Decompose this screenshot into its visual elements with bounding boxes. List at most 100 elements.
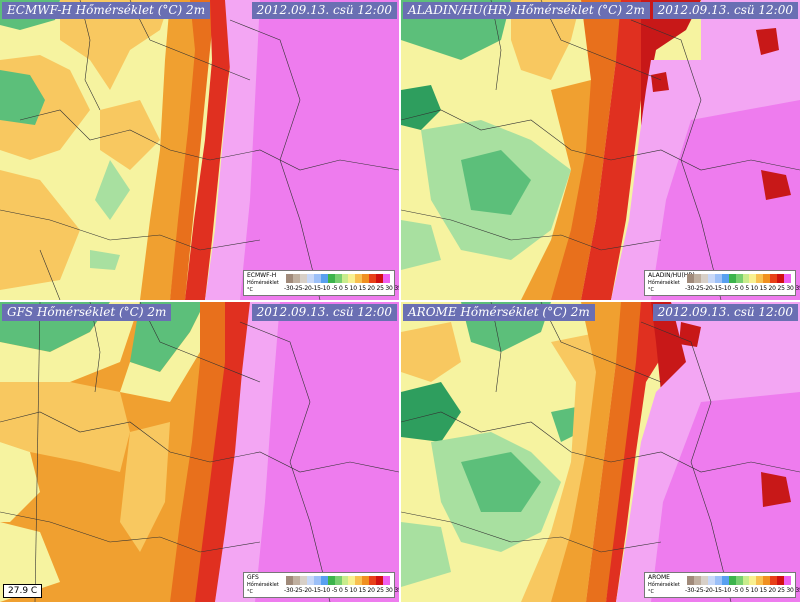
legend-color-swatch [355, 576, 363, 585]
panel-timestamp: 2012.09.13. csü 12:00 [251, 2, 397, 19]
legend-color-swatch [341, 576, 349, 585]
legend-color-swatch [362, 576, 370, 585]
legend-color-swatch [784, 576, 792, 585]
legend-color-swatch [292, 576, 300, 585]
legend-color-swatch [376, 576, 384, 585]
legend-variable: Hőmérséklet [648, 582, 680, 588]
legend-color-swatch [687, 576, 694, 585]
legend-color-swatch [355, 274, 363, 283]
legend-unit: °C [648, 589, 654, 595]
legend-color-swatch [784, 274, 792, 283]
legend-color-bar [286, 274, 391, 283]
legend-color-swatch [687, 274, 694, 283]
gfs-panel: GFS Hőmérséklet (°C) 2m 2012.09.13. csü … [0, 302, 399, 602]
legend-color-swatch [369, 576, 377, 585]
legend-model-name: ECMWF-H [247, 272, 277, 279]
legend-color-swatch [728, 274, 736, 283]
legend-color-swatch [728, 576, 736, 585]
aladin-temperature-map [401, 0, 800, 300]
legend-color-swatch [292, 274, 300, 283]
legend-color-swatch [770, 274, 778, 283]
panel-timestamp: 2012.09.13. csü 12:00 [652, 2, 798, 19]
legend-variable: Hőmérséklet [648, 280, 680, 286]
legend-color-swatch [327, 576, 335, 585]
panel-title: AROME Hőmérséklet (°C) 2m [403, 304, 595, 321]
legend-color-swatch [742, 274, 750, 283]
legend-color-swatch [362, 274, 370, 283]
legend-color-swatch [306, 576, 314, 585]
panel-title: ALADIN/HU(HR) Hőmérséklet (°C) 2m [403, 2, 650, 19]
legend-color-swatch [299, 274, 307, 283]
color-legend: ECMWF-H Hőmérséklet °C -30-25-20-15-10 -… [243, 270, 399, 296]
legend-color-bar [286, 576, 391, 585]
legend-color-swatch [721, 576, 729, 585]
legend-ticks: -30-25-20-15-10 -5 0 5 10 15 20 25 30 35… [284, 285, 399, 292]
panel-title: GFS Hőmérséklet (°C) 2m [2, 304, 172, 321]
legend-color-bar [687, 576, 792, 585]
legend-color-swatch [376, 274, 384, 283]
legend-color-swatch [763, 576, 771, 585]
legend-color-swatch [721, 274, 729, 283]
legend-model-name: AROME [648, 574, 670, 581]
legend-ticks: -30-25-20-15-10 -5 0 5 10 15 20 25 30 35… [685, 285, 800, 292]
legend-color-swatch [777, 576, 785, 585]
cursor-value-readout: 27.9 C [3, 584, 43, 598]
legend-color-swatch [369, 274, 377, 283]
legend-color-swatch [749, 274, 757, 283]
legend-color-swatch [327, 274, 335, 283]
legend-color-bar [687, 274, 792, 283]
legend-variable: Hőmérséklet [247, 582, 279, 588]
legend-color-swatch [756, 274, 764, 283]
color-legend: ALADIN/HU(HR) Hőmérséklet °C -30-25-20-1… [644, 270, 800, 296]
legend-color-swatch [348, 274, 356, 283]
legend-color-swatch [742, 576, 750, 585]
legend-color-swatch [735, 274, 743, 283]
legend-ticks: -30-25-20-15-10 -5 0 5 10 15 20 25 30 35… [284, 587, 399, 594]
legend-color-swatch [735, 576, 743, 585]
legend-model-name: ALADIN/HU(HR) [648, 272, 695, 279]
panel-timestamp: 2012.09.13. csü 12:00 [251, 304, 397, 321]
panel-title: ECMWF-H Hőmérséklet (°C) 2m [2, 2, 211, 19]
legend-color-swatch [320, 274, 328, 283]
legend-color-swatch [313, 576, 321, 585]
legend-unit: °C [247, 589, 253, 595]
legend-color-swatch [306, 274, 314, 283]
legend-color-swatch [348, 576, 356, 585]
color-legend: AROME Hőmérséklet °C -30-25-20-15-10 -5 … [644, 572, 800, 598]
legend-color-swatch [383, 274, 391, 283]
legend-color-swatch [777, 274, 785, 283]
legend-color-swatch [707, 274, 715, 283]
legend-variable: Hőmérséklet [247, 280, 279, 286]
arome-temperature-map [401, 302, 800, 602]
legend-model-name: GFS [247, 574, 259, 581]
legend-color-swatch [313, 274, 321, 283]
legend-color-swatch [341, 274, 349, 283]
gfs-temperature-map [0, 302, 399, 602]
legend-color-swatch [714, 576, 722, 585]
legend-color-swatch [707, 576, 715, 585]
legend-color-swatch [749, 576, 757, 585]
legend-color-swatch [286, 576, 293, 585]
aladin-panel: ALADIN/HU(HR) Hőmérséklet (°C) 2m 2012.0… [401, 0, 800, 300]
arome-panel: AROME Hőmérséklet (°C) 2m 2012.09.13. cs… [401, 302, 800, 602]
legend-color-swatch [693, 274, 701, 283]
legend-color-swatch [383, 576, 391, 585]
legend-unit: °C [247, 287, 253, 293]
ecmwf-panel: ECMWF-H Hőmérséklet (°C) 2m 2012.09.13. … [0, 0, 399, 300]
legend-color-swatch [763, 274, 771, 283]
legend-color-swatch [286, 274, 293, 283]
legend-color-swatch [714, 274, 722, 283]
legend-unit: °C [648, 287, 654, 293]
legend-color-swatch [299, 576, 307, 585]
legend-color-swatch [334, 274, 342, 283]
legend-color-swatch [756, 576, 764, 585]
color-legend: GFS Hőmérséklet °C -30-25-20-15-10 -5 0 … [243, 572, 399, 598]
panel-timestamp: 2012.09.13. csü 12:00 [652, 304, 798, 321]
panel-divider-horizontal [0, 300, 800, 302]
legend-color-swatch [693, 576, 701, 585]
legend-color-swatch [700, 274, 708, 283]
legend-color-swatch [700, 576, 708, 585]
ecmwf-temperature-map [0, 0, 399, 300]
legend-color-swatch [770, 576, 778, 585]
